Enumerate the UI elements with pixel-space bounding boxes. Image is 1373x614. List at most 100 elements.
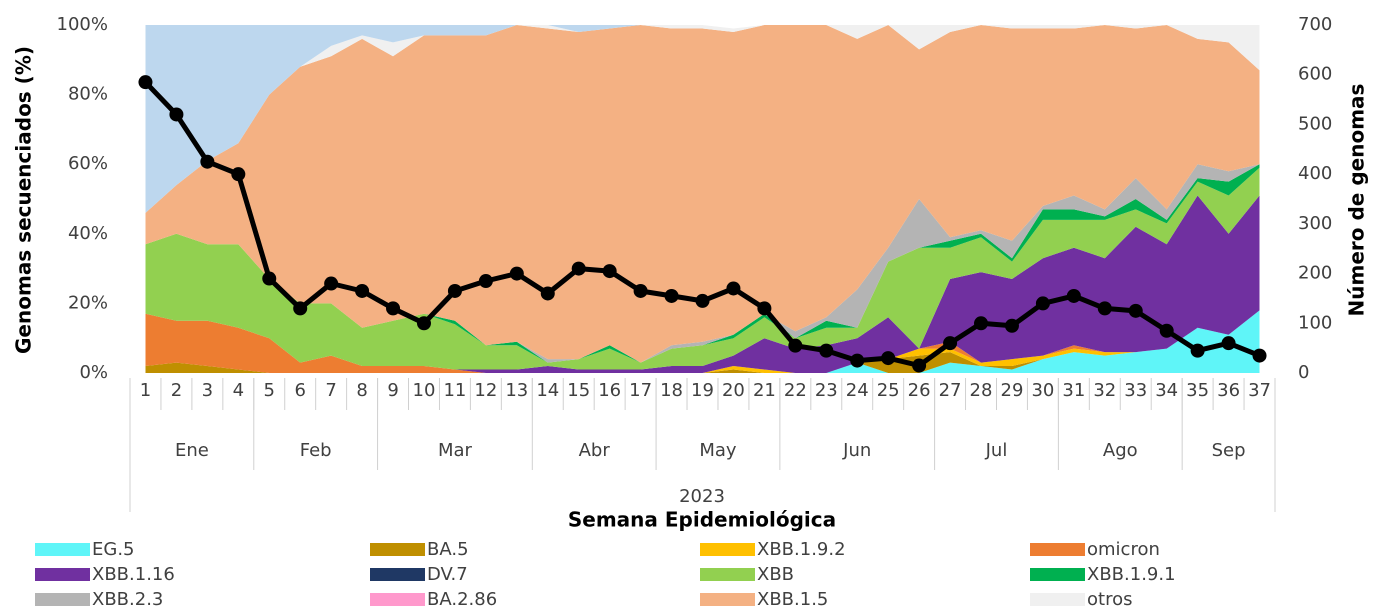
line-marker [788, 338, 803, 353]
line-marker [1097, 301, 1112, 316]
line-marker [1128, 303, 1143, 318]
x-tick-label: 28 [970, 380, 993, 401]
month-label: Mar [438, 440, 473, 461]
x-tick-label: 14 [536, 380, 559, 401]
y-tick-label: 60% [68, 153, 108, 174]
x-tick-label: 23 [815, 380, 838, 401]
legend-label: omicron [1087, 539, 1160, 560]
area-layer [145, 25, 1260, 373]
legend-label: otros [1087, 589, 1132, 610]
year-label: 2023 [679, 486, 725, 507]
month-label: Feb [300, 440, 332, 461]
x-tick-label: 16 [598, 380, 621, 401]
legend-label: BA.2.86 [427, 589, 497, 610]
line-marker [416, 316, 431, 331]
x-tick-label: 25 [877, 380, 900, 401]
line-marker [850, 353, 865, 368]
legend-swatch [370, 568, 425, 581]
x-tick-label: 24 [846, 380, 869, 401]
y2-axis-title: Número de genomas [1345, 84, 1369, 317]
legend-swatch [35, 568, 90, 581]
line-marker [664, 288, 679, 303]
x-tick-label: 20 [722, 380, 745, 401]
y2-tick-label: 300 [1298, 213, 1332, 234]
x-tick-label: 17 [629, 380, 652, 401]
x-tick-label: 26 [908, 380, 931, 401]
legend-swatch [700, 543, 755, 556]
y2-tick-label: 400 [1298, 163, 1332, 184]
y2-tick-label: 600 [1298, 64, 1332, 85]
month-label: Sep [1212, 440, 1246, 461]
x-tick-label: 31 [1062, 380, 1085, 401]
x-tick-label: 5 [264, 380, 275, 401]
line-marker [819, 343, 834, 358]
x-tick-label: 37 [1248, 380, 1271, 401]
month-label: Ene [175, 440, 209, 461]
x-tick-label: 7 [325, 380, 336, 401]
x-tick-label: 36 [1217, 380, 1240, 401]
x-tick-label: 27 [939, 380, 962, 401]
x-tick-label: 13 [505, 380, 528, 401]
x-axis-title: Semana Epidemiológica [568, 508, 836, 532]
x-tick-label: 18 [660, 380, 683, 401]
y-tick-label: 20% [68, 292, 108, 313]
x-tick-label: 11 [443, 380, 466, 401]
line-marker [1159, 323, 1174, 338]
y2-tick-label: 0 [1298, 362, 1309, 383]
legend-swatch [35, 543, 90, 556]
x-tick-label: 9 [387, 380, 398, 401]
area [145, 25, 1260, 213]
line-marker [757, 301, 772, 316]
line-marker [200, 154, 215, 169]
line-marker [881, 351, 896, 366]
line-marker [1035, 296, 1050, 311]
y-tick-label: 100% [57, 14, 108, 35]
legend-swatch [370, 593, 425, 606]
line-marker [1066, 288, 1081, 303]
x-tick-label: 33 [1124, 380, 1147, 401]
line-marker [695, 293, 710, 308]
legend-label: XBB.2.3 [92, 589, 163, 610]
x-tick-label: 30 [1031, 380, 1054, 401]
axis-layer: 0% 20% 40% 60% 80% 100% 0 100 200 300 400 500 600 700 [57, 14, 1333, 383]
line-marker [943, 336, 958, 351]
line-marker [509, 266, 524, 281]
month-label: Jul [985, 440, 1008, 461]
line-marker [726, 281, 741, 296]
x-tick-label: 32 [1093, 380, 1116, 401]
y-tick-label: 80% [68, 84, 108, 105]
line-marker [1004, 318, 1019, 333]
legend-swatch [35, 593, 90, 606]
x-tick-label: 10 [413, 380, 436, 401]
x-tick-label: 1 [140, 380, 151, 401]
x-tick-label: 2 [171, 380, 182, 401]
line-marker [262, 271, 277, 286]
y2-tick-label: 100 [1298, 312, 1332, 333]
line-marker [571, 261, 586, 276]
month-label: Jun [842, 440, 871, 461]
legend-swatch [370, 543, 425, 556]
month-label: Abr [579, 440, 611, 461]
line-marker [478, 274, 493, 289]
month-label: May [699, 440, 737, 461]
legend-swatch [1030, 543, 1085, 556]
legend-swatch [700, 568, 755, 581]
area [145, 310, 1260, 373]
x-tick-label: 15 [567, 380, 590, 401]
legend-label: XBB.1.5 [757, 589, 828, 610]
line-marker [293, 301, 308, 316]
y2-tick-label: 500 [1298, 113, 1332, 134]
x-tick-label: 12 [474, 380, 497, 401]
line-marker [1221, 336, 1236, 351]
y2-tick-label: 200 [1298, 263, 1332, 284]
line-marker [540, 286, 555, 301]
x-tick-label: 4 [233, 380, 244, 401]
x-tick-label: 6 [294, 380, 305, 401]
line-marker [355, 283, 370, 298]
line-marker [138, 75, 153, 90]
x-tick-label: 21 [753, 380, 776, 401]
line-marker [169, 107, 184, 122]
legend-label: XBB [757, 564, 794, 585]
month-label: Ago [1103, 440, 1138, 461]
